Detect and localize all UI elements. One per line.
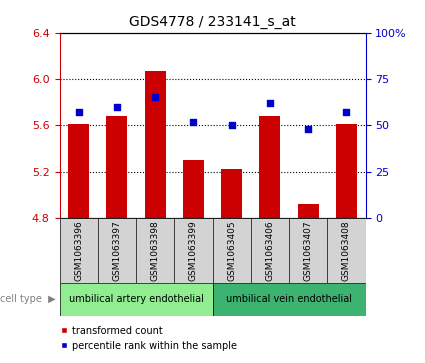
Bar bbox=[144, 71, 166, 218]
Point bbox=[75, 109, 82, 115]
Point bbox=[190, 119, 197, 125]
Text: cell type  ▶: cell type ▶ bbox=[0, 294, 55, 305]
Text: GSM1063405: GSM1063405 bbox=[227, 220, 236, 281]
Bar bbox=[106, 116, 128, 218]
Text: GSM1063407: GSM1063407 bbox=[303, 220, 313, 281]
Bar bbox=[68, 124, 89, 218]
Title: GDS4778 / 233141_s_at: GDS4778 / 233141_s_at bbox=[129, 15, 296, 29]
Text: GSM1063399: GSM1063399 bbox=[189, 220, 198, 281]
Text: GSM1063398: GSM1063398 bbox=[150, 220, 160, 281]
Point bbox=[305, 126, 312, 132]
Text: GSM1063396: GSM1063396 bbox=[74, 220, 83, 281]
Point bbox=[343, 109, 350, 115]
Text: GSM1063406: GSM1063406 bbox=[265, 220, 275, 281]
Bar bbox=[259, 116, 280, 218]
Bar bbox=[212, 283, 366, 316]
Bar bbox=[183, 160, 204, 218]
Legend: transformed count, percentile rank within the sample: transformed count, percentile rank withi… bbox=[60, 326, 237, 351]
Point bbox=[152, 95, 159, 101]
Text: umbilical vein endothelial: umbilical vein endothelial bbox=[226, 294, 352, 305]
Point bbox=[113, 104, 120, 110]
Point bbox=[266, 100, 273, 106]
Text: umbilical artery endothelial: umbilical artery endothelial bbox=[68, 294, 204, 305]
Text: GSM1063397: GSM1063397 bbox=[112, 220, 122, 281]
Bar bbox=[60, 283, 212, 316]
Point bbox=[228, 122, 235, 128]
Bar bbox=[336, 124, 357, 218]
Bar bbox=[298, 204, 319, 218]
Text: GSM1063408: GSM1063408 bbox=[342, 220, 351, 281]
Bar bbox=[221, 169, 242, 218]
